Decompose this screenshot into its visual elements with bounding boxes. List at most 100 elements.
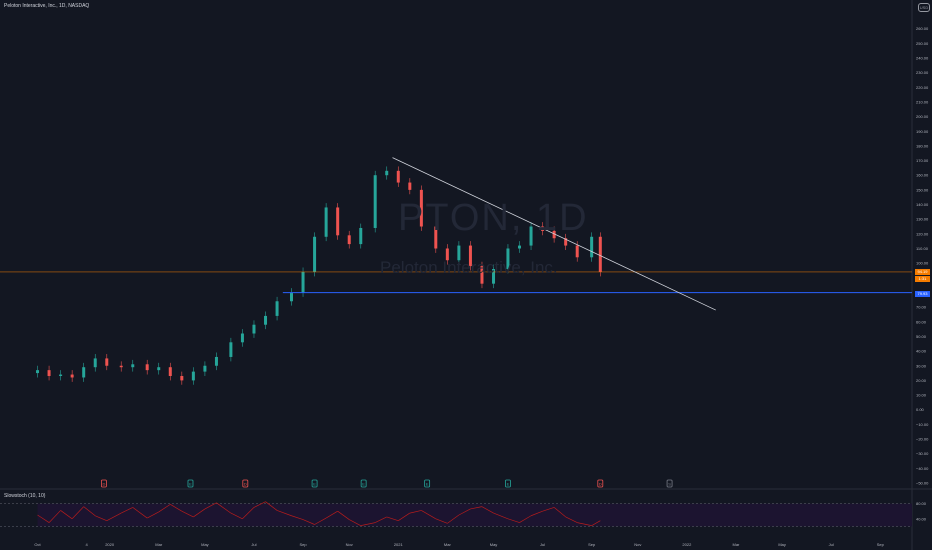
- x-tick-label: May: [490, 542, 498, 547]
- stochastic-segment: [421, 510, 436, 520]
- stochastic-segment: [95, 515, 107, 522]
- candle-body: [59, 374, 63, 377]
- stochastic-segment: [106, 512, 122, 522]
- y-tick-label: 150.00: [916, 187, 929, 192]
- candle-body: [434, 226, 438, 249]
- candle-body: [359, 227, 363, 245]
- y-tick-label: −40.00: [916, 466, 929, 471]
- stochastic-segment: [493, 512, 509, 520]
- candle-body: [408, 182, 412, 190]
- currency-button[interactable]: USD: [918, 3, 930, 12]
- stochastic-segment: [291, 515, 304, 520]
- candle-body: [203, 365, 207, 372]
- candle-body: [457, 245, 461, 261]
- earnings-marker: [666, 479, 673, 488]
- candle-body: [492, 269, 496, 284]
- stochastic-segment: [181, 510, 194, 518]
- stochastic-segment: [83, 506, 96, 517]
- stochastic-segment: [147, 511, 159, 519]
- stochastic-segment: [60, 510, 73, 520]
- candle-body: [252, 324, 256, 334]
- candle-body: [240, 333, 244, 343]
- earnings-marker-label: E: [313, 482, 316, 487]
- x-tick-label: Sep: [877, 542, 885, 547]
- candle-body: [480, 266, 484, 284]
- oscillator-title: Slowstoch (10, 10): [4, 493, 46, 499]
- stochastic-segment: [375, 516, 387, 523]
- chart-title: Peloton Interactive, Inc., 1D, NASDAQ: [4, 3, 90, 9]
- y-tick-label: 110.00: [916, 246, 929, 251]
- stochastic-segment: [48, 510, 61, 523]
- x-tick-label: 2022: [682, 542, 692, 547]
- support-price-tag: 79.93: [915, 291, 930, 297]
- y-tick-label: 160.00: [916, 173, 929, 178]
- stochastic-segment: [481, 506, 494, 514]
- earnings-marker-label: E: [426, 482, 429, 487]
- candle-body: [396, 170, 400, 183]
- stochastic-segment: [507, 518, 520, 523]
- candle-body: [552, 230, 556, 239]
- stochastic-segment: [591, 520, 601, 526]
- earnings-marker: [360, 479, 367, 488]
- candle-body: [36, 370, 40, 374]
- y-tick-label: 180.00: [916, 143, 929, 148]
- y-tick-label: −50.00: [916, 481, 929, 486]
- candle-body: [590, 236, 594, 258]
- candle-body: [419, 189, 423, 227]
- y-tick-label: 170.00: [916, 158, 929, 163]
- x-tick-label: 4: [85, 542, 88, 547]
- x-tick-label: May: [778, 542, 786, 547]
- candle-body: [264, 315, 268, 325]
- stochastic-segment: [121, 507, 133, 514]
- oscillator-tick-label: 40.00: [916, 516, 927, 521]
- y-tick-label: 220.00: [916, 85, 929, 90]
- stochastic-segment: [230, 512, 243, 520]
- candle-body: [168, 367, 172, 377]
- y-tick-label: 190.00: [916, 129, 929, 134]
- stochastic-segment: [386, 516, 399, 522]
- x-tick-label: Jul: [540, 542, 545, 547]
- y-tick-label: 50.00: [916, 334, 927, 339]
- candle-body: [373, 175, 377, 228]
- candle-body: [119, 365, 123, 368]
- stochastic-segment: [398, 512, 411, 521]
- earnings-marker: [100, 479, 107, 488]
- y-tick-label: −30.00: [916, 451, 929, 456]
- candle-body: [529, 226, 533, 246]
- stochastic-segment: [349, 519, 361, 526]
- oscillator-tick-label: 80.00: [916, 501, 927, 506]
- earnings-marker-label: S: [668, 482, 671, 487]
- y-tick-label: 120.00: [916, 231, 929, 236]
- stochastic-segment: [360, 522, 376, 526]
- stochastic-segment: [470, 506, 483, 510]
- y-tick-label: 200.00: [916, 114, 929, 119]
- candle-body: [575, 245, 579, 258]
- earnings-marker: [242, 479, 249, 488]
- candle-body: [145, 364, 149, 371]
- x-tick-label: Sep: [588, 542, 596, 547]
- earnings-marker-label: E: [507, 482, 510, 487]
- stochastic-segment: [530, 510, 543, 517]
- stochastic-segment: [314, 517, 327, 525]
- watermark-symbol: PTON, 1D: [398, 197, 589, 239]
- candle-body: [93, 358, 97, 368]
- y-tick-label: −10.00: [916, 422, 929, 427]
- y-tick-label: 100.00: [916, 261, 929, 266]
- stochastic-segment: [435, 518, 448, 524]
- x-tick-label: Jul: [251, 542, 256, 547]
- y-tick-label: 250.00: [916, 41, 929, 46]
- candle-body: [214, 356, 218, 366]
- time-tag: 1:31: [915, 276, 930, 282]
- x-tick-label: 2020: [105, 542, 115, 547]
- candle-body: [82, 367, 86, 378]
- candle-body: [347, 235, 351, 245]
- x-tick-label: Mar: [444, 542, 452, 547]
- earnings-marker-label: D: [102, 482, 105, 487]
- x-tick-label: Oct: [34, 542, 41, 547]
- stochastic-segment: [276, 510, 292, 517]
- x-tick-label: Mar: [733, 542, 741, 547]
- resistance-trendline: [392, 157, 716, 311]
- candle-body: [336, 207, 340, 236]
